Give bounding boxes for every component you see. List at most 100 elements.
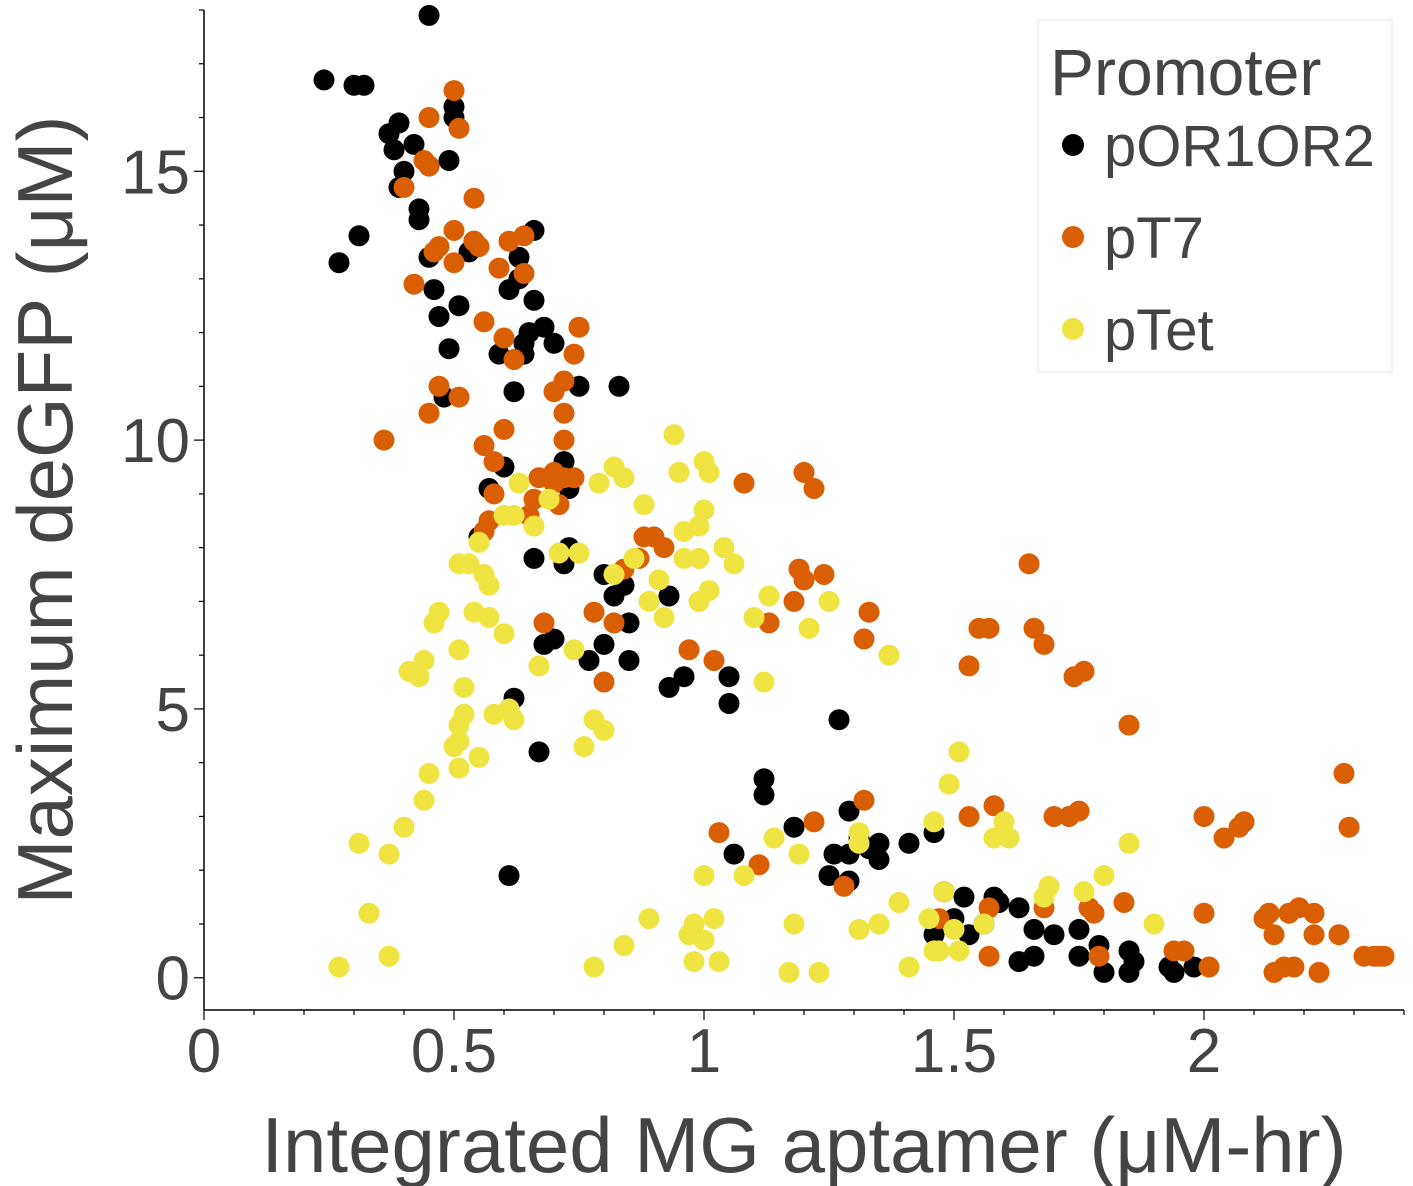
legend-label: pT7	[1104, 206, 1204, 271]
data-point	[668, 461, 690, 483]
data-point	[1253, 908, 1275, 930]
data-point	[408, 209, 430, 231]
y-tick-label: 0	[156, 945, 190, 1014]
axes	[194, 9, 1405, 1020]
data-point	[1198, 956, 1220, 978]
data-point	[703, 908, 725, 930]
data-point	[933, 881, 955, 903]
data-point	[463, 187, 485, 209]
data-point	[393, 160, 415, 182]
data-point	[423, 612, 445, 634]
data-point	[823, 843, 845, 865]
data-point	[828, 709, 850, 731]
data-point	[1068, 918, 1090, 940]
data-point	[563, 639, 585, 661]
data-point	[593, 671, 615, 693]
data-point	[1373, 945, 1395, 967]
data-point	[418, 762, 440, 784]
data-point	[818, 590, 840, 612]
data-point	[798, 617, 820, 639]
data-point	[1023, 617, 1045, 639]
data-point	[708, 951, 730, 973]
data-point	[418, 4, 440, 26]
data-point	[503, 504, 525, 526]
data-point	[1303, 902, 1325, 924]
legend-entry-pTet: pTet	[1062, 298, 1214, 363]
legend-marker	[1062, 134, 1084, 156]
data-point	[1118, 961, 1140, 983]
data-point	[613, 935, 635, 956]
data-point	[953, 886, 975, 908]
data-point	[673, 521, 695, 542]
data-point	[638, 908, 660, 930]
data-point	[603, 564, 625, 585]
data-point	[718, 693, 740, 714]
data-point	[503, 349, 525, 370]
data-point	[498, 279, 520, 301]
data-point	[948, 940, 970, 962]
data-point	[993, 811, 1015, 833]
x-tick-label: 0	[187, 1017, 221, 1086]
data-point	[793, 461, 815, 483]
data-point	[423, 279, 445, 301]
data-point	[413, 650, 435, 671]
data-point	[588, 472, 610, 494]
series-pTet	[328, 424, 1165, 983]
data-point	[1173, 940, 1195, 962]
data-point	[548, 542, 570, 564]
data-point	[448, 295, 470, 317]
data-point	[378, 843, 400, 865]
y-tick-label: 5	[156, 676, 190, 745]
data-point	[418, 155, 440, 177]
data-point	[878, 644, 900, 666]
data-point	[1328, 924, 1350, 946]
data-point	[383, 139, 405, 161]
data-point	[623, 547, 645, 569]
data-point	[1073, 881, 1095, 903]
data-point	[678, 639, 700, 661]
data-point	[423, 241, 445, 263]
data-point	[503, 381, 525, 403]
data-point	[583, 601, 605, 623]
data-point	[1228, 816, 1250, 838]
data-point	[583, 956, 605, 978]
data-point	[673, 666, 695, 688]
legend-entries: pOR1OR2 pT7 pTet	[1062, 114, 1375, 363]
data-point	[428, 306, 450, 327]
data-point	[848, 832, 870, 854]
data-point	[418, 107, 440, 128]
data-point	[418, 402, 440, 424]
data-point	[658, 676, 680, 698]
data-point	[718, 666, 740, 688]
data-point	[353, 74, 375, 96]
data-point	[948, 741, 970, 763]
data-point	[1183, 956, 1205, 978]
data-point	[673, 547, 695, 569]
data-point	[748, 854, 770, 876]
data-point	[508, 472, 530, 494]
data-point	[458, 553, 480, 575]
data-point	[328, 252, 350, 274]
data-point	[488, 257, 510, 279]
data-point	[543, 332, 565, 354]
data-point	[648, 569, 670, 591]
data-point	[438, 338, 460, 360]
legend-title: Promoter	[1050, 35, 1321, 109]
data-point	[448, 117, 470, 139]
y-tick-label: 10	[121, 407, 190, 476]
data-point	[443, 252, 465, 274]
data-point	[698, 461, 720, 483]
data-point	[443, 80, 465, 102]
data-point	[1113, 892, 1135, 913]
data-point	[1283, 956, 1305, 978]
data-point	[553, 402, 575, 424]
data-point	[978, 897, 1000, 919]
data-point	[868, 913, 890, 935]
data-point	[703, 650, 725, 671]
data-point	[1338, 816, 1360, 838]
data-point	[1093, 865, 1115, 887]
data-point	[448, 757, 470, 779]
data-point	[1008, 897, 1030, 919]
data-point	[563, 343, 585, 365]
